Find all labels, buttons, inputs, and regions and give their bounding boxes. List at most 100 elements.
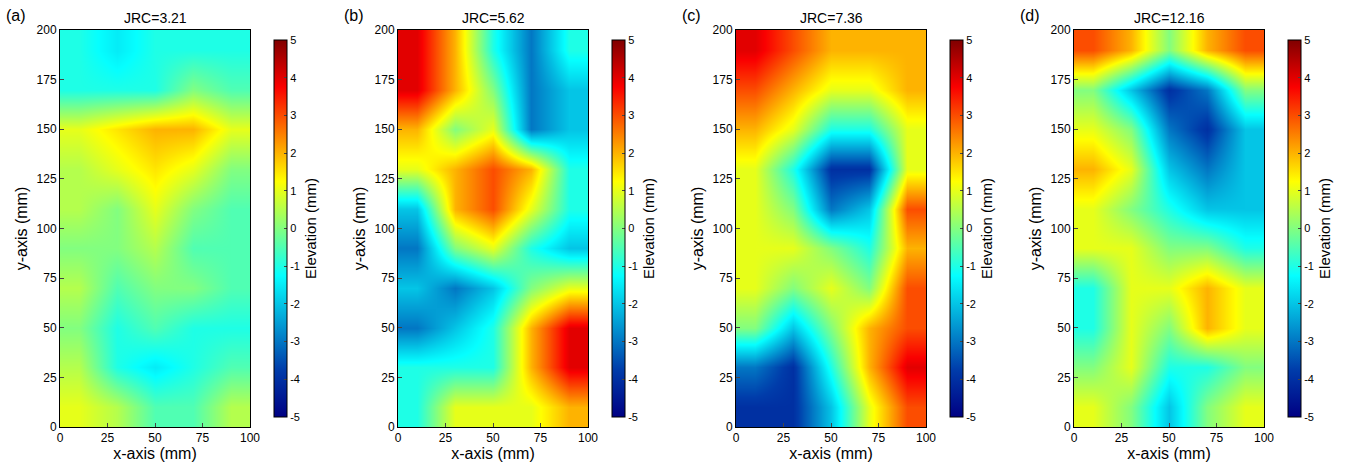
svg-text:25: 25 [101,431,115,445]
svg-text:200: 200 [713,23,733,37]
svg-text:100: 100 [37,222,57,236]
svg-text:5: 5 [290,34,296,46]
svg-text:75: 75 [1210,431,1224,445]
svg-text:3: 3 [1304,109,1310,121]
svg-text:50: 50 [148,431,162,445]
svg-text:175: 175 [713,73,733,87]
svg-text:2: 2 [966,147,972,159]
svg-text:-4: -4 [290,373,300,385]
svg-text:0: 0 [57,431,64,445]
svg-text:y-axis (mm): y-axis (mm) [13,187,30,271]
svg-text:y-axis (mm): y-axis (mm) [689,187,706,271]
svg-text:75: 75 [872,431,886,445]
svg-text:75: 75 [381,271,395,285]
svg-text:y-axis (mm): y-axis (mm) [1027,187,1044,271]
svg-text:100: 100 [375,222,395,236]
svg-text:125: 125 [1051,172,1071,186]
svg-text:y-axis (mm): y-axis (mm) [351,187,368,271]
svg-text:100: 100 [916,431,936,445]
svg-text:175: 175 [1051,73,1071,87]
svg-text:x-axis (mm): x-axis (mm) [789,445,873,462]
svg-text:1: 1 [290,185,296,197]
svg-text:25: 25 [439,431,453,445]
svg-text:175: 175 [37,73,57,87]
svg-text:1: 1 [966,185,972,197]
svg-text:150: 150 [375,122,395,136]
svg-text:JRC=5.62: JRC=5.62 [462,10,525,26]
svg-text:0: 0 [388,420,395,434]
svg-text:4: 4 [290,72,296,84]
svg-text:-4: -4 [1304,373,1314,385]
svg-text:50: 50 [43,321,57,335]
svg-text:Elevation (mm): Elevation (mm) [978,178,995,279]
svg-text:125: 125 [375,172,395,186]
svg-text:4: 4 [966,72,972,84]
svg-text:25: 25 [1057,371,1071,385]
svg-text:175: 175 [375,73,395,87]
svg-text:-2: -2 [628,298,638,310]
svg-text:-5: -5 [290,411,300,423]
svg-text:0: 0 [290,222,296,234]
svg-text:200: 200 [37,23,57,37]
svg-text:3: 3 [290,109,296,121]
svg-text:75: 75 [1057,271,1071,285]
svg-text:(c): (c) [682,7,701,24]
svg-text:0: 0 [1064,420,1071,434]
svg-text:2: 2 [290,147,296,159]
svg-text:75: 75 [43,271,57,285]
svg-text:Elevation (mm): Elevation (mm) [302,178,319,279]
svg-text:0: 0 [1071,431,1078,445]
svg-text:25: 25 [777,431,791,445]
svg-text:150: 150 [713,122,733,136]
svg-text:0: 0 [733,431,740,445]
svg-text:200: 200 [1051,23,1071,37]
svg-text:x-axis (mm): x-axis (mm) [1127,445,1211,462]
svg-text:-2: -2 [966,298,976,310]
svg-text:1: 1 [1304,185,1310,197]
svg-text:(b): (b) [344,7,364,24]
svg-text:-1: -1 [290,260,300,272]
svg-text:0: 0 [1304,222,1310,234]
svg-text:4: 4 [1304,72,1310,84]
svg-text:-1: -1 [1304,260,1314,272]
svg-text:50: 50 [381,321,395,335]
svg-text:1: 1 [628,185,634,197]
svg-text:0: 0 [966,222,972,234]
svg-text:25: 25 [719,371,733,385]
svg-text:4: 4 [628,72,634,84]
svg-text:JRC=3.21: JRC=3.21 [124,10,187,26]
svg-text:0: 0 [395,431,402,445]
svg-text:3: 3 [628,109,634,121]
svg-text:125: 125 [37,172,57,186]
svg-text:5: 5 [966,34,972,46]
svg-text:50: 50 [824,431,838,445]
svg-text:25: 25 [43,371,57,385]
svg-text:JRC=12.16: JRC=12.16 [1134,10,1205,26]
svg-text:x-axis (mm): x-axis (mm) [451,445,535,462]
svg-text:25: 25 [1115,431,1129,445]
svg-text:25: 25 [381,371,395,385]
svg-text:100: 100 [1254,431,1274,445]
svg-text:50: 50 [486,431,500,445]
svg-text:50: 50 [1057,321,1071,335]
svg-text:-3: -3 [628,335,638,347]
svg-text:125: 125 [713,172,733,186]
svg-text:100: 100 [240,431,260,445]
svg-text:5: 5 [1304,34,1310,46]
svg-text:-3: -3 [290,335,300,347]
svg-text:100: 100 [578,431,598,445]
svg-text:5: 5 [628,34,634,46]
svg-text:-2: -2 [290,298,300,310]
svg-text:JRC=7.36: JRC=7.36 [800,10,863,26]
svg-text:-3: -3 [1304,335,1314,347]
svg-text:0: 0 [628,222,634,234]
svg-text:150: 150 [1051,122,1071,136]
svg-text:-5: -5 [966,411,976,423]
svg-text:Elevation (mm): Elevation (mm) [640,178,657,279]
svg-text:2: 2 [1304,147,1310,159]
svg-text:75: 75 [196,431,210,445]
svg-text:75: 75 [719,271,733,285]
svg-text:0: 0 [50,420,57,434]
svg-text:-5: -5 [628,411,638,423]
svg-text:(a): (a) [6,7,26,24]
